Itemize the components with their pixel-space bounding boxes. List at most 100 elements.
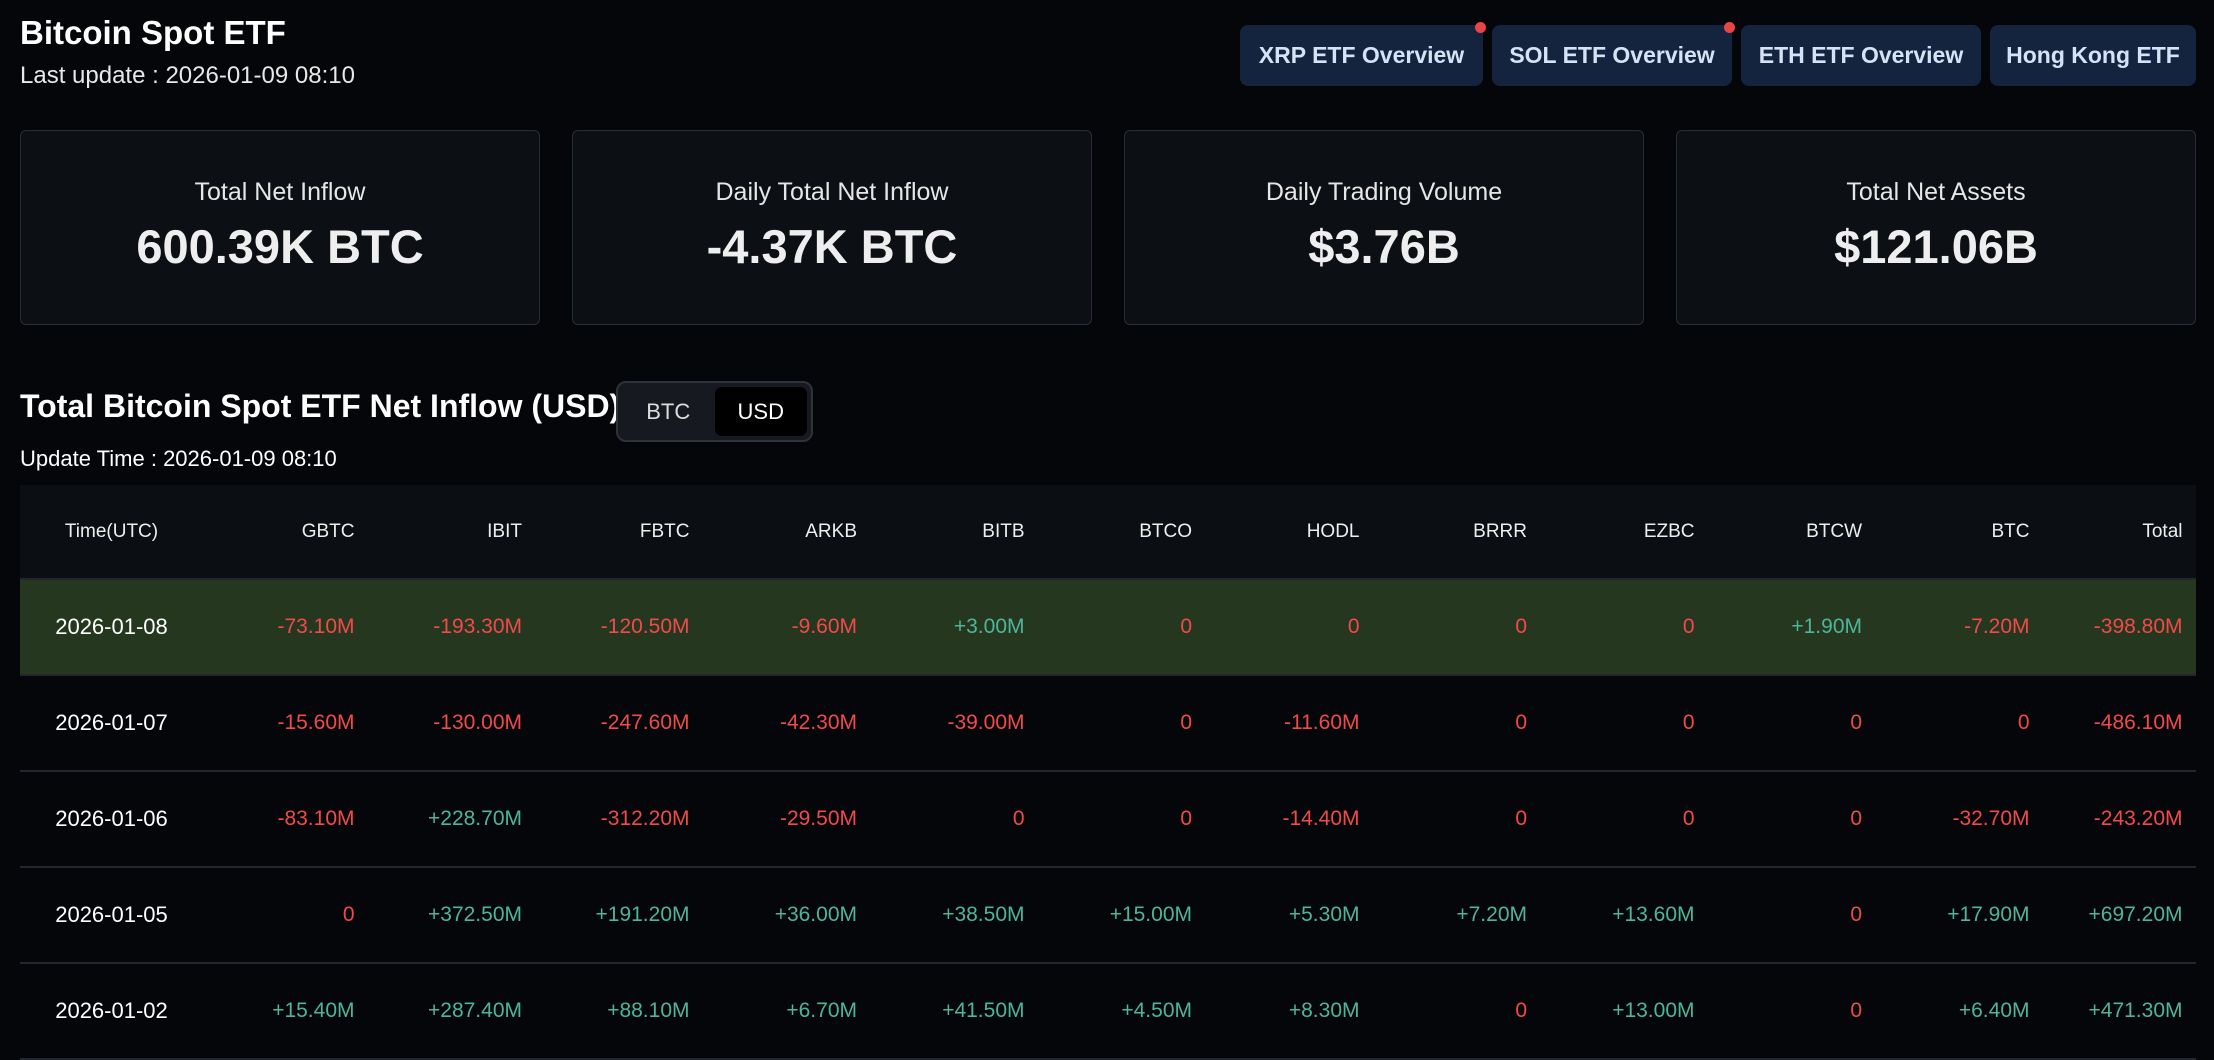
table-row: 2026-01-07 -15.60M -130.00M -247.60M -42.30M… bbox=[20, 676, 2196, 772]
daily-net-inflow-card: Daily Total Net Inflow -4.37K BTC bbox=[572, 130, 1092, 325]
cell-date: 2026-01-08 bbox=[55, 614, 168, 639]
cell-value: 0 bbox=[1515, 615, 1527, 638]
cell-value: -14.40M bbox=[1282, 807, 1360, 830]
toggle-btc[interactable]: BTC bbox=[646, 398, 691, 424]
cell-value: -32.70M bbox=[1952, 807, 2030, 830]
cell-value: -83.10M bbox=[277, 807, 355, 830]
cell-value: +8.30M bbox=[1288, 999, 1360, 1022]
cell-value: 0 bbox=[1682, 615, 1695, 638]
cell-value: +17.90M bbox=[1947, 903, 2030, 926]
card-value: $3.76B bbox=[1308, 220, 1460, 273]
cell-value: +13.60M bbox=[1612, 903, 1695, 926]
cell-value: 0 bbox=[1682, 711, 1695, 734]
cell-value: -486.10M bbox=[2093, 711, 2183, 734]
cell-value: +471.30M bbox=[2088, 999, 2183, 1022]
cell-date: 2026-01-07 bbox=[55, 710, 168, 735]
cell-value: -120.50M bbox=[600, 615, 690, 638]
card-value: 600.39K BTC bbox=[136, 220, 424, 273]
column-header: EZBC bbox=[1643, 520, 1695, 542]
table-header: Time(UTC) GBTC IBIT FBTC ARKB BITB BTCO HODL BRR… bbox=[20, 485, 2196, 580]
cell-value: +287.40M bbox=[428, 999, 522, 1022]
cell-value: +7.20M bbox=[1456, 903, 1527, 926]
cell-value: 0 bbox=[1012, 807, 1025, 830]
cell-value: -398.80M bbox=[2093, 615, 2183, 638]
cell-value: 0 bbox=[1850, 999, 1862, 1022]
column-header: BTCO bbox=[1139, 520, 1192, 542]
cell-value: +13.00M bbox=[1612, 999, 1695, 1022]
card-label: Total Net Assets bbox=[1846, 178, 2026, 206]
cell-value: +1.90M bbox=[1791, 615, 1862, 638]
button-label: ETH ETF Overview bbox=[1758, 42, 1964, 68]
cell-value: -39.00M bbox=[947, 711, 1025, 734]
column-header: ARKB bbox=[805, 520, 857, 542]
cell-value: 0 bbox=[1515, 711, 1527, 734]
cell-value: -11.60M bbox=[1284, 711, 1360, 734]
cell-value: -247.60M bbox=[600, 711, 690, 734]
cell-value: +15.00M bbox=[1109, 903, 1192, 926]
cell-value: -130.00M bbox=[433, 711, 522, 734]
cell-value: +697.20M bbox=[2088, 903, 2183, 926]
cell-value: +228.70M bbox=[428, 807, 522, 830]
xrp-etf-button[interactable]: XRP ETF Overview bbox=[1240, 22, 1486, 86]
cell-value: +5.30M bbox=[1288, 903, 1360, 926]
cell-value: 0 bbox=[1180, 711, 1192, 734]
column-header: BTCW bbox=[1806, 520, 1862, 542]
cell-value: +4.50M bbox=[1121, 999, 1192, 1022]
card-value: -4.37K BTC bbox=[706, 220, 958, 273]
table-row: 2026-01-05 0 +372.50M +191.20M +36.00M +38.50… bbox=[20, 868, 2196, 964]
cell-value: 0 bbox=[2017, 711, 2030, 734]
column-header: IBIT bbox=[487, 520, 522, 542]
cell-value: 0 bbox=[1682, 807, 1695, 830]
card-label: Total Net Inflow bbox=[194, 178, 366, 206]
column-header: FBTC bbox=[639, 520, 690, 542]
cell-value: -243.20M bbox=[2093, 807, 2183, 830]
hong-kong-etf-button[interactable]: Hong Kong ETF bbox=[1990, 25, 2196, 86]
cell-value: 0 bbox=[1180, 615, 1192, 638]
cell-value: +88.10M bbox=[607, 999, 690, 1022]
cell-value: -29.50M bbox=[779, 807, 857, 830]
cell-value: 0 bbox=[1850, 903, 1862, 926]
toggle-usd[interactable]: USD bbox=[714, 387, 807, 436]
card-label: Daily Trading Volume bbox=[1265, 178, 1503, 206]
table-row: 2026-01-06 -83.10M +228.70M -312.20M -29.50M… bbox=[20, 772, 2196, 868]
cell-value: 0 bbox=[1850, 807, 1862, 830]
inflow-table: Time(UTC) GBTC IBIT FBTC ARKB BITB BTCO HODL BRR… bbox=[20, 485, 2196, 1060]
cell-date: 2026-01-05 bbox=[55, 902, 168, 927]
table-row: 2026-01-08 -73.10M -193.30M -120.50M -9.60M +… bbox=[20, 580, 2196, 676]
cell-value: 0 bbox=[1515, 807, 1527, 830]
notification-dot bbox=[1724, 22, 1735, 33]
column-header: Time(UTC) bbox=[64, 520, 159, 542]
cell-value: -9.60M bbox=[791, 615, 857, 638]
cell-value: +36.00M bbox=[774, 903, 857, 926]
column-header: BTC bbox=[1991, 520, 2030, 542]
update-time: Update Time : 2026-01-09 08:10 bbox=[20, 446, 337, 471]
etf-nav: XRP ETF Overview SOL ETF Overview ETH ET… bbox=[1240, 22, 2196, 86]
cell-value: -73.10M bbox=[277, 615, 355, 638]
eth-etf-button[interactable]: ETH ETF Overview bbox=[1741, 25, 1981, 86]
cell-value: 0 bbox=[1515, 999, 1527, 1022]
cell-value: 0 bbox=[1180, 807, 1192, 830]
unit-toggle: BTC USD bbox=[616, 381, 813, 442]
column-header: BITB bbox=[982, 520, 1025, 542]
card-value: $121.06B bbox=[1834, 220, 2038, 273]
button-label: SOL ETF Overview bbox=[1509, 42, 1715, 68]
total-net-inflow-card: Total Net Inflow 600.39K BTC bbox=[20, 130, 540, 325]
column-header: GBTC bbox=[301, 520, 355, 542]
cell-value: +6.40M bbox=[1958, 999, 2030, 1022]
cell-value: +41.50M bbox=[942, 999, 1025, 1022]
section-title: Total Bitcoin Spot ETF Net Inflow (USD) bbox=[20, 388, 621, 424]
card-label: Daily Total Net Inflow bbox=[715, 178, 949, 206]
last-update: Last update : 2026-01-09 08:10 bbox=[20, 62, 355, 89]
cell-value: +372.50M bbox=[428, 903, 522, 926]
cell-value: -15.60M bbox=[277, 711, 355, 734]
button-label: XRP ETF Overview bbox=[1258, 42, 1465, 68]
button-label: Hong Kong ETF bbox=[2006, 42, 2180, 68]
cell-value: 0 bbox=[342, 903, 355, 926]
daily-volume-card: Daily Trading Volume $3.76B bbox=[1124, 130, 1644, 325]
cell-value: -7.20M bbox=[1964, 615, 2030, 638]
cell-value: +191.20M bbox=[595, 903, 690, 926]
notification-dot bbox=[1475, 22, 1486, 33]
sol-etf-button[interactable]: SOL ETF Overview bbox=[1492, 22, 1735, 86]
cell-value: +6.70M bbox=[786, 999, 857, 1022]
page-title: Bitcoin Spot ETF bbox=[20, 14, 286, 51]
